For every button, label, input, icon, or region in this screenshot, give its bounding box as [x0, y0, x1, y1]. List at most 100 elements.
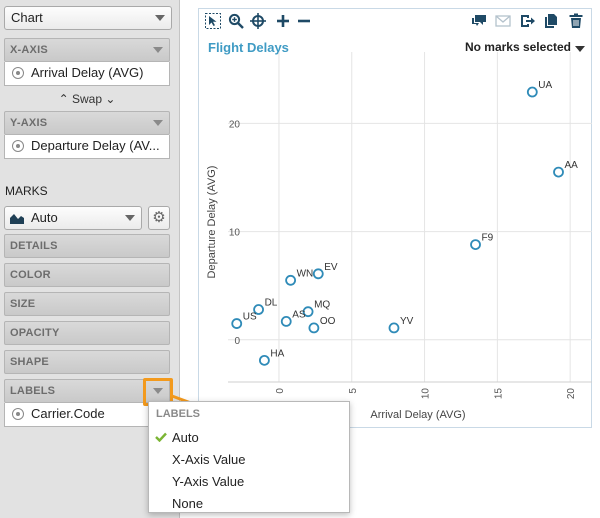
select-icon[interactable]	[205, 13, 221, 29]
shelf-label: OPACITY	[10, 327, 60, 339]
marks-heading: MARKS	[5, 184, 48, 198]
x-tick-label: 20	[566, 388, 577, 400]
x-tick-label: 5	[348, 388, 359, 394]
point-label-yv: YV	[400, 316, 414, 327]
point-label-as: AS	[292, 309, 306, 320]
chart-title: Flight Delays	[208, 40, 289, 55]
y-tick-label: 20	[229, 119, 241, 130]
x-axis-field-pill[interactable]: Arrival Delay (AVG)	[4, 62, 170, 86]
scatter-point-dl[interactable]	[253, 304, 264, 315]
scatter-point-oo[interactable]	[308, 322, 320, 334]
marks-type-value: Auto	[31, 210, 58, 225]
add-icon[interactable]	[275, 13, 291, 29]
point-label-ev: EV	[324, 262, 338, 273]
zoom-icon[interactable]	[228, 13, 244, 29]
marks-selection-label: No marks selected	[464, 40, 571, 54]
chart-toolbar	[199, 9, 591, 35]
point-label-aa: AA	[565, 160, 579, 171]
marks-type-dropdown[interactable]: Auto	[4, 206, 142, 230]
shelf-label: SHAPE	[10, 356, 49, 368]
chevron-down-icon	[155, 15, 165, 21]
scatter-point-as[interactable]	[280, 316, 292, 327]
popup-header: LABELS	[156, 408, 200, 420]
scatter-point-yv[interactable]	[388, 322, 400, 334]
chevron-down-icon[interactable]	[153, 47, 163, 53]
scatter-plot: 0 5 10 15 20 0 10 20 Arrival Delay (AVG) Depart…	[206, 52, 592, 421]
point-label-us: US	[243, 312, 257, 323]
scatter-point-ha[interactable]	[259, 354, 270, 366]
swap-axes-button[interactable]: ⌃ Swap ⌄	[4, 90, 170, 108]
x-tick-label: 10	[421, 388, 432, 400]
swap-label: Swap	[71, 92, 103, 106]
scatter-point-us[interactable]	[231, 318, 243, 329]
scatter-point-aa[interactable]	[553, 166, 564, 178]
checkmark-icon	[155, 432, 167, 442]
tick-labels: 0 5 10 15 20 0 10 20	[229, 119, 577, 399]
area-chart-icon	[10, 214, 24, 224]
gear-icon: ⚙	[152, 209, 166, 226]
size-shelf[interactable]: SIZE	[4, 292, 170, 316]
shelf-label: COLOR	[10, 269, 51, 281]
popup-item-y-axis-value[interactable]: Y-Axis Value	[172, 474, 245, 489]
field-icon	[12, 408, 24, 420]
shelf-label: DETAILS	[10, 240, 58, 252]
popup-item-auto[interactable]: Auto	[172, 430, 199, 445]
chevron-up-icon: ⌃	[58, 92, 69, 106]
y-axis-label: Departure Delay (AVG)	[206, 166, 218, 279]
y-axis-field-pill[interactable]: Departure Delay (AV...	[4, 135, 170, 159]
popup-item-none[interactable]: None	[172, 496, 204, 511]
point-label-mq: MQ	[314, 300, 330, 311]
popup-item-x-axis-value[interactable]: X-Axis Value	[172, 452, 246, 467]
x-axis-shelf[interactable]: X-AXIS	[4, 38, 170, 62]
chevron-down-icon[interactable]	[153, 120, 163, 126]
field-icon	[12, 67, 24, 79]
chevron-down-icon[interactable]	[153, 388, 163, 394]
data-points: UA AA F9 EV WN DL MQ AS US OO YV HA	[231, 80, 579, 366]
point-label-wn: WN	[297, 268, 314, 279]
y-tick-label: 10	[229, 228, 241, 239]
shelf-label: LABELS	[10, 385, 56, 397]
point-label-ha: HA	[270, 348, 284, 359]
y-axis-field-label: Departure Delay (AV...	[31, 138, 160, 153]
x-tick-label: 0	[275, 388, 286, 394]
marks-selection-dropdown[interactable]: No marks selected	[464, 40, 585, 54]
labels-field-label: Carrier.Code	[31, 406, 105, 421]
point-label-ua: UA	[538, 80, 552, 91]
x-axis-label: Arrival Delay (AVG)	[370, 409, 465, 421]
labels-shelf[interactable]: LABELS	[4, 379, 170, 403]
labels-popup-menu: LABELS Auto X-Axis Value Y-Axis Value No…	[148, 401, 350, 513]
scatter-point-ev[interactable]	[312, 268, 324, 280]
export-icon[interactable]	[519, 13, 535, 29]
details-shelf[interactable]: DETAILS	[4, 234, 170, 258]
chart-type-value: Chart	[11, 10, 43, 25]
email-icon[interactable]	[495, 13, 511, 29]
y-tick-label: 0	[234, 336, 240, 347]
comment-icon[interactable]	[471, 13, 487, 29]
chevron-down-icon	[125, 215, 135, 221]
field-icon	[12, 140, 24, 152]
scatter-point-wn[interactable]	[285, 274, 297, 286]
point-label-oo: OO	[320, 316, 336, 327]
chevron-down-icon: ⌄	[105, 92, 116, 106]
scatter-point-mq[interactable]	[302, 306, 314, 318]
x-axis-shelf-label: X-AXIS	[10, 44, 48, 56]
marks-settings-button[interactable]: ⚙	[148, 206, 170, 230]
x-tick-label: 15	[493, 388, 504, 400]
y-axis-shelf[interactable]: Y-AXIS	[4, 111, 170, 135]
scatter-point-ua[interactable]	[526, 86, 538, 98]
remove-icon[interactable]	[296, 13, 312, 29]
y-axis-shelf-label: Y-AXIS	[10, 117, 48, 129]
point-label-dl: DL	[265, 298, 278, 309]
chevron-down-icon	[575, 46, 585, 52]
scatter-point-f9[interactable]	[470, 239, 481, 250]
trash-icon[interactable]	[568, 13, 584, 29]
point-label-f9: F9	[482, 233, 494, 244]
labels-field-pill[interactable]: Carrier.Code	[4, 403, 170, 427]
shape-shelf[interactable]: SHAPE	[4, 350, 170, 374]
opacity-shelf[interactable]: OPACITY	[4, 321, 170, 345]
shelf-label: SIZE	[10, 298, 36, 310]
copy-icon[interactable]	[543, 13, 559, 29]
color-shelf[interactable]: COLOR	[4, 263, 170, 287]
pan-icon[interactable]	[250, 13, 266, 29]
chart-type-dropdown[interactable]: Chart	[4, 6, 172, 30]
